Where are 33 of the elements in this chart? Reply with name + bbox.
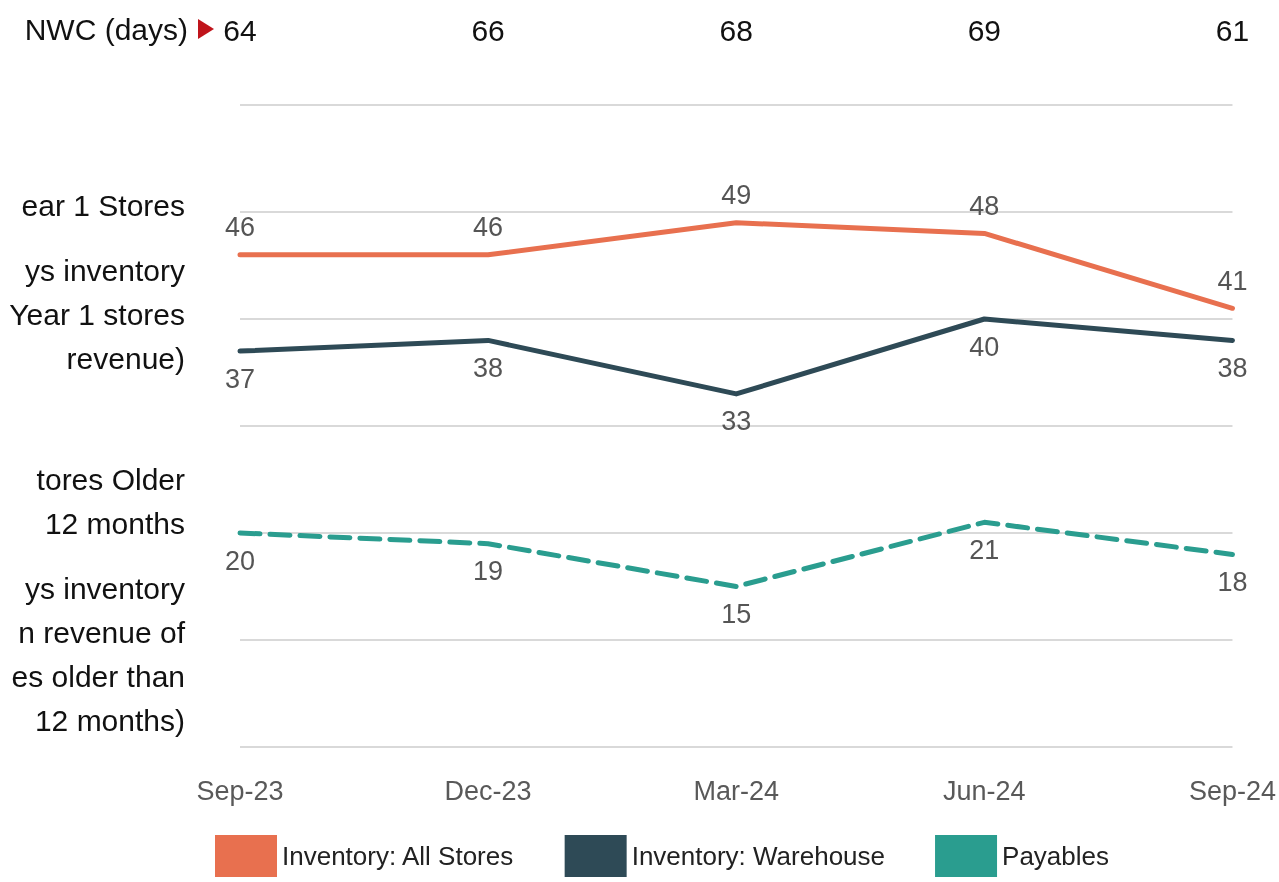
data-label: 38 [473, 352, 504, 383]
data-label: 41 [1217, 265, 1248, 296]
text: 68 [719, 13, 753, 47]
data-label: 48 [969, 190, 1000, 221]
legend-label: Payables [1002, 841, 1110, 871]
text: ear 1 Stores [21, 188, 185, 222]
data-label: 20 [224, 545, 256, 576]
text: tores Older 12 months [36, 462, 186, 540]
data-label: 38 [1217, 352, 1248, 383]
data-label: 37 [224, 363, 256, 394]
text: 61 [1215, 13, 1250, 47]
data-label: 15 [721, 599, 752, 629]
data-label: 49 [721, 180, 752, 211]
x-tick-label: Sep-23 [196, 775, 284, 806]
data-label: 18 [1217, 566, 1248, 597]
data-label: 46 [224, 212, 256, 243]
x-tick-label: Dec-23 [444, 775, 532, 806]
data-label: 46 [473, 212, 504, 243]
x-tick-label: Sep-24 [1188, 775, 1277, 806]
data-label: 33 [721, 406, 752, 437]
text: NWC (days) [24, 12, 189, 46]
data-label: 21 [969, 534, 1000, 565]
data-label: 19 [473, 556, 504, 587]
text: ys inventory Year 1 stores revenue) [9, 253, 185, 375]
legend-label: Inventory: Warehouse [631, 841, 886, 871]
x-tick-label: Jun-24 [943, 775, 1026, 806]
text: 66 [471, 13, 505, 47]
data-label: 40 [969, 331, 1000, 362]
text: 69 [967, 13, 1002, 47]
text: 64 [223, 13, 257, 47]
text: ys inventory n revenue of es older than 12 months) [11, 571, 186, 737]
legend-label: Inventory: All Stores [282, 841, 514, 871]
x-tick-label: Mar-24 [693, 775, 779, 806]
